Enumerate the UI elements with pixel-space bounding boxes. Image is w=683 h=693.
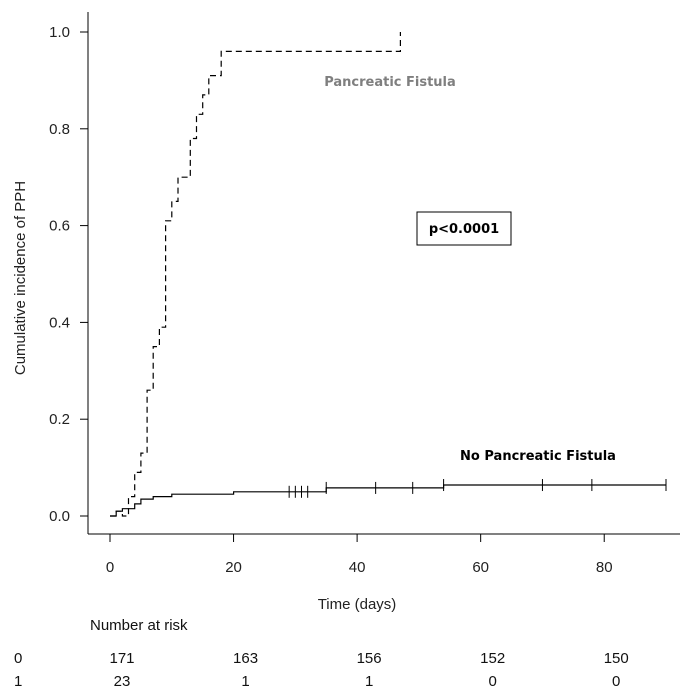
series-layer bbox=[110, 32, 667, 517]
risk-cell: 163 bbox=[233, 650, 258, 667]
series-line-no-pancreatic-fistula bbox=[110, 484, 666, 517]
y-tick-label: 1.0 bbox=[49, 24, 70, 41]
y-axis-title: Cumulative incidence of PPH bbox=[12, 181, 29, 375]
risk-cell: 152 bbox=[480, 650, 505, 667]
x-tick-label: 60 bbox=[472, 559, 489, 576]
risk-cell: 0 bbox=[488, 673, 496, 690]
series-line-pancreatic-fistula bbox=[110, 32, 401, 517]
risk-cell: 171 bbox=[109, 650, 134, 667]
x-axis-title: Time (days) bbox=[318, 596, 397, 613]
risk-table: 0 171 163 156 152 150 1 23 1 1 0 0 bbox=[14, 650, 629, 690]
risk-row-group-label: 1 bbox=[14, 673, 22, 690]
risk-table-title: Number at risk bbox=[90, 617, 188, 634]
y-axis-ticks: 0.0 0.2 0.4 0.6 0.8 1.0 bbox=[49, 24, 88, 525]
p-value-box bbox=[416, 211, 512, 246]
y-tick-label: 0.2 bbox=[49, 411, 70, 428]
risk-cell: 23 bbox=[114, 673, 131, 690]
x-tick-label: 20 bbox=[225, 559, 242, 576]
risk-cell: 0 bbox=[612, 673, 620, 690]
risk-cell: 150 bbox=[604, 650, 629, 667]
risk-cell: 1 bbox=[241, 673, 249, 690]
risk-cell: 1 bbox=[365, 673, 373, 690]
p-value-label: p<0.0001 bbox=[429, 222, 499, 237]
label-pancreatic-fistula: Pancreatic Fistula bbox=[324, 75, 456, 90]
x-tick-label: 40 bbox=[349, 559, 366, 576]
x-axis-ticks: 0 20 40 60 80 bbox=[106, 534, 613, 576]
risk-cell: 156 bbox=[357, 650, 382, 667]
x-tick-label: 0 bbox=[106, 559, 114, 576]
label-no-pancreatic-fistula: No Pancreatic Fistula bbox=[460, 449, 616, 464]
risk-row-group-label: 0 bbox=[14, 650, 22, 667]
x-tick-label: 80 bbox=[596, 559, 613, 576]
y-tick-label: 0.8 bbox=[49, 121, 70, 138]
y-tick-label: 0.0 bbox=[49, 508, 70, 525]
y-tick-label: 0.4 bbox=[49, 314, 70, 331]
y-tick-label: 0.6 bbox=[49, 218, 70, 235]
